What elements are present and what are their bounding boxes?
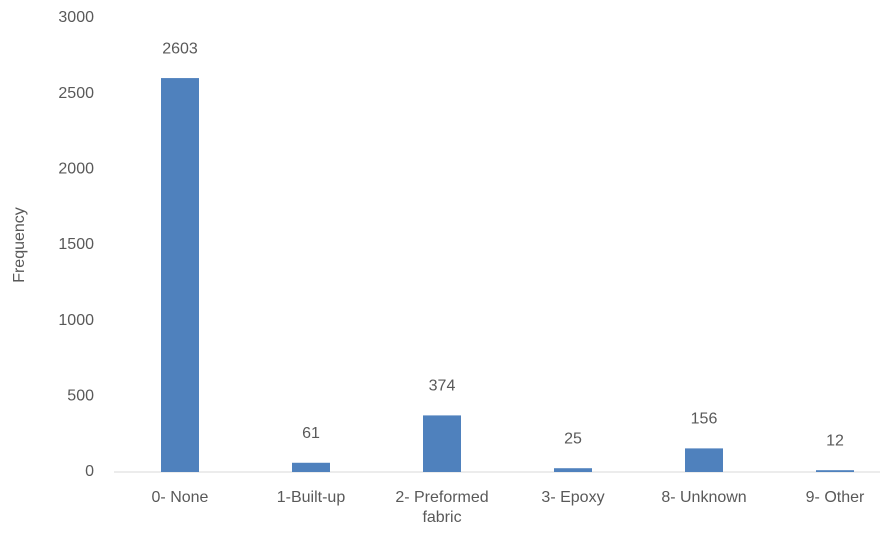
data-label: 156	[691, 411, 718, 428]
data-label: 25	[564, 430, 582, 447]
bar	[292, 462, 330, 472]
data-label: 61	[302, 425, 320, 442]
y-tick-label: 2500	[58, 85, 94, 102]
data-label: 374	[429, 378, 456, 395]
bar	[161, 78, 199, 472]
y-tick-label: 500	[67, 388, 94, 405]
bar	[685, 448, 723, 472]
y-tick-label: 1500	[58, 236, 94, 253]
bar	[423, 415, 461, 472]
bar	[816, 470, 854, 472]
y-axis-label: Frequency	[11, 207, 28, 283]
x-tick-label: 1-Built-up	[276, 489, 346, 506]
data-label: 2603	[162, 40, 198, 57]
data-label: 12	[826, 432, 844, 449]
x-tick-label: 3- Epoxy	[541, 489, 605, 506]
x-tick-label: 0- None	[151, 489, 209, 506]
bar	[554, 468, 592, 472]
y-tick-label: 3000	[58, 9, 94, 26]
y-tick-label: 2000	[58, 161, 94, 178]
x-tick-label: 9- Other	[805, 489, 865, 506]
x-tick-label: 2- Preformed fabric	[395, 489, 489, 526]
x-tick-label: 8- Unknown	[661, 489, 747, 506]
y-tick-label: 1000	[58, 312, 94, 329]
y-tick-label: 0	[85, 463, 94, 480]
